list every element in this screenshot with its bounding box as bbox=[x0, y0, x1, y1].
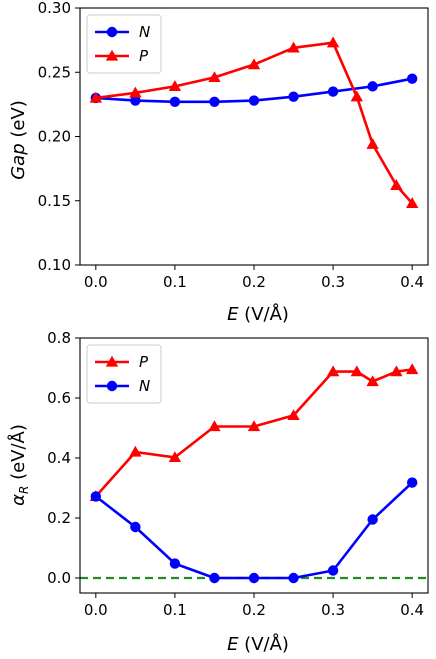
gap-x-tick-label: 0.0 bbox=[84, 273, 108, 291]
gap-series-n-point bbox=[209, 96, 220, 108]
alpha-legend-n-marker bbox=[106, 380, 118, 392]
alpha-x-axis-label: E (V/Å) bbox=[227, 633, 289, 655]
gap-series-p-point bbox=[390, 179, 403, 190]
alpha-x-tick-label: 0.0 bbox=[84, 601, 108, 619]
alpha-series-p-point bbox=[366, 375, 379, 387]
alpha-series-n-point bbox=[248, 572, 260, 584]
alpha-series-p-point bbox=[208, 420, 221, 432]
gap-series-n-point bbox=[327, 86, 339, 97]
alpha-series-p-point bbox=[129, 445, 142, 457]
gap-legend-n-label: N bbox=[139, 23, 150, 41]
alpha-y-tick-label: 0.2 bbox=[47, 509, 71, 527]
gap-series-p-point bbox=[366, 138, 379, 149]
gap-x-tick-label: 0.4 bbox=[400, 273, 424, 291]
gap-series-p-point bbox=[350, 90, 364, 102]
gap-y-tick-label: 0.15 bbox=[38, 192, 71, 210]
gap-series-p-point bbox=[208, 71, 221, 83]
alpha-plot-area: 0.0 0.1 0.2 0.3 0.4 0.0 0.2 0.4 0.6 0.8 PN bbox=[47, 329, 429, 619]
alpha-series-n-point bbox=[90, 491, 102, 502]
alpha-series-n-line bbox=[95, 481, 414, 580]
gap-y-tick-label: 0.25 bbox=[38, 63, 71, 81]
alpha-series-p-point bbox=[405, 363, 419, 375]
alpha-series-p-point bbox=[390, 365, 403, 377]
alpha-x-tick-label: 0.4 bbox=[400, 601, 424, 619]
alpha-series-n-point bbox=[406, 477, 418, 488]
gap-legend-p-marker bbox=[105, 49, 119, 61]
gap-series-n-point bbox=[288, 91, 299, 102]
alpha-series-n-point bbox=[327, 565, 339, 576]
alpha-y-tick-label: 0.8 bbox=[47, 329, 71, 347]
alpha-series-n-point bbox=[367, 514, 378, 525]
alpha-y-tick-label: 0.4 bbox=[47, 449, 71, 467]
gap-series-n-point bbox=[367, 81, 378, 92]
gap-y-axis-label: Gap (eV) bbox=[8, 100, 29, 180]
alpha-series-n-point bbox=[209, 572, 220, 584]
gap-series-n-point bbox=[169, 96, 181, 108]
alpha-series-p-point bbox=[326, 365, 340, 377]
gap-series-p-point bbox=[129, 86, 142, 98]
alpha-x-tick-label: 0.2 bbox=[242, 601, 266, 619]
alpha-y-tick-label: 0.6 bbox=[47, 389, 71, 407]
alpha-series-n-point bbox=[288, 572, 299, 584]
gap-legend-box bbox=[86, 14, 162, 74]
gap-series-p-point bbox=[247, 58, 261, 70]
gap-y-tick-label: 0.10 bbox=[38, 256, 71, 274]
gap-plot-area: 0.0 0.1 0.2 0.3 0.4 0.10 0.15 0.20 0.25 0.30 NP bbox=[38, 0, 429, 291]
gap-chart: 0.0 0.1 0.2 0.3 0.4 0.10 0.15 0.20 0.25 0.30 NP E … bbox=[8, 0, 429, 325]
alpha-legend-n-label: N bbox=[139, 377, 150, 395]
alpha-legend-box bbox=[86, 344, 162, 404]
alpha-series-p-point bbox=[168, 451, 182, 463]
gap-series-n-point bbox=[406, 73, 418, 84]
alpha-series-n-point bbox=[130, 521, 141, 533]
alpha-x-tick-label: 0.1 bbox=[163, 601, 187, 619]
gap-x-tick-label: 0.3 bbox=[321, 273, 345, 291]
gap-series-p-point bbox=[89, 91, 103, 103]
gap-x-axis-label: E (V/Å) bbox=[227, 303, 289, 325]
gap-x-tick-label: 0.1 bbox=[163, 273, 187, 291]
alpha-series-p-point bbox=[247, 420, 261, 432]
gap-series-p-point bbox=[287, 41, 300, 53]
alpha-chart: 0.0 0.1 0.2 0.3 0.4 0.0 0.2 0.4 0.6 0.8 PN E (V/Å)… bbox=[7, 329, 429, 655]
gap-y-tick-label: 0.20 bbox=[38, 128, 71, 146]
gap-series-n-point bbox=[130, 95, 141, 106]
alpha-legend-p-marker bbox=[105, 355, 119, 367]
gap-series-n-point bbox=[248, 95, 260, 106]
gap-series-p-point bbox=[326, 36, 340, 48]
alpha-series-p-point bbox=[350, 365, 364, 377]
alpha-series-n-point bbox=[169, 558, 181, 569]
gap-legend-p-label: P bbox=[139, 47, 149, 65]
gap-x-tick-label: 0.2 bbox=[242, 273, 266, 291]
alpha-x-tick-label: 0.3 bbox=[321, 601, 345, 619]
alpha-series-p-point bbox=[287, 409, 300, 421]
gap-series-p-point bbox=[168, 80, 182, 92]
gap-series-p-point bbox=[405, 197, 419, 208]
alpha-y-tick-label: 0.0 bbox=[47, 569, 71, 587]
gap-legend-n-marker bbox=[106, 26, 118, 38]
gap-y-tick-label: 0.30 bbox=[38, 0, 71, 17]
alpha-legend-p-label: P bbox=[139, 353, 149, 371]
alpha-y-axis-label: αR (eV/Å) bbox=[7, 424, 31, 506]
